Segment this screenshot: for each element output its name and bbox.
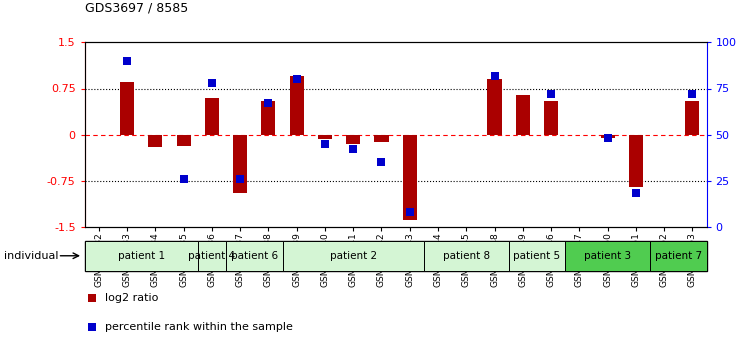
Point — [86, 325, 98, 330]
Text: patient 2: patient 2 — [330, 251, 377, 261]
Point — [545, 91, 557, 97]
Point — [234, 176, 246, 182]
Point — [86, 295, 98, 300]
Text: patient 6: patient 6 — [230, 251, 277, 261]
Point — [687, 91, 698, 97]
Text: patient 7: patient 7 — [655, 251, 702, 261]
Bar — [375, 135, 389, 143]
Bar — [318, 135, 332, 139]
Point — [291, 76, 302, 82]
Point — [404, 209, 416, 215]
Text: log2 ratio: log2 ratio — [105, 292, 158, 303]
Bar — [233, 135, 247, 193]
Bar — [283, 241, 424, 271]
Text: patient 4: patient 4 — [188, 251, 236, 261]
Bar — [565, 241, 650, 271]
Point — [489, 73, 500, 79]
Bar — [198, 241, 226, 271]
Text: patient 1: patient 1 — [118, 251, 165, 261]
Bar — [601, 135, 615, 138]
Point — [206, 80, 218, 86]
Point — [347, 147, 359, 152]
Point — [375, 159, 387, 165]
Bar — [424, 241, 509, 271]
Bar — [516, 95, 530, 135]
Bar — [346, 135, 360, 144]
Bar — [650, 241, 707, 271]
Bar — [544, 101, 558, 135]
Text: patient 3: patient 3 — [584, 251, 631, 261]
Point — [602, 135, 614, 141]
Bar — [177, 135, 191, 145]
Text: individual: individual — [4, 251, 58, 261]
Text: percentile rank within the sample: percentile rank within the sample — [105, 322, 292, 332]
Text: patient 8: patient 8 — [443, 251, 490, 261]
Bar — [120, 82, 134, 135]
Point — [177, 176, 189, 182]
Text: GDS3697 / 8585: GDS3697 / 8585 — [85, 1, 188, 14]
Point — [319, 141, 330, 147]
Bar — [487, 79, 502, 135]
Bar — [509, 241, 565, 271]
Bar — [148, 135, 163, 147]
Bar — [289, 76, 304, 135]
Bar — [226, 241, 283, 271]
Bar — [205, 98, 219, 135]
Bar — [261, 101, 275, 135]
Text: patient 5: patient 5 — [514, 251, 561, 261]
Point — [263, 101, 275, 106]
Point — [630, 190, 642, 196]
Bar — [403, 135, 417, 221]
Bar — [85, 241, 198, 271]
Bar — [685, 101, 699, 135]
Bar — [629, 135, 643, 187]
Point — [121, 58, 133, 64]
